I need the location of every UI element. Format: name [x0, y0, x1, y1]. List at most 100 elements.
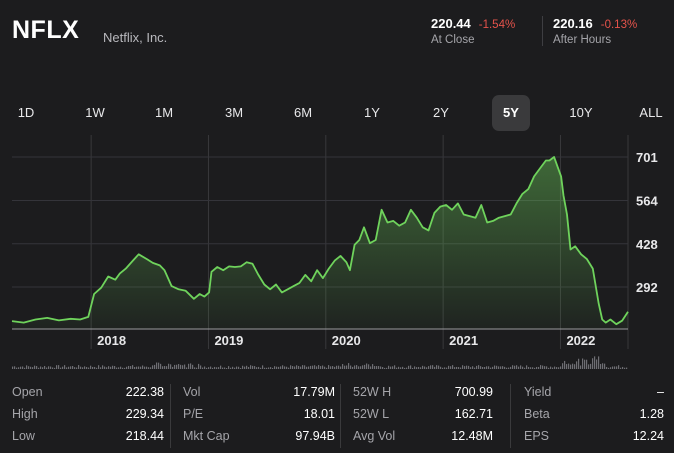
stat-beta: Beta 1.28: [524, 407, 664, 429]
volume-bar: [346, 365, 348, 369]
volume-bar: [612, 366, 614, 369]
volume-bar: [576, 361, 578, 369]
stat-label: Mkt Cap: [183, 429, 230, 443]
volume-bar: [144, 366, 146, 369]
volume-bar: [352, 366, 354, 369]
volume-bar: [546, 366, 548, 369]
volume-bar: [362, 365, 364, 369]
volume-bar: [296, 365, 298, 369]
price-area: [12, 157, 628, 329]
volume-bar: [462, 365, 464, 369]
volume-bar: [160, 363, 162, 369]
volume-bar: [412, 367, 414, 369]
stat-value: 1.28: [639, 407, 664, 421]
volume-bar: [508, 367, 510, 369]
after-hours-price: 220.16: [553, 16, 593, 31]
range-tab-1m[interactable]: 1M: [154, 105, 174, 120]
volume-bar: [374, 366, 376, 369]
volume-bar: [20, 366, 22, 369]
volume-bar: [500, 366, 502, 369]
volume-bar: [198, 363, 200, 369]
range-tab-3m[interactable]: 3M: [224, 105, 244, 120]
volume-bar: [288, 367, 290, 369]
volume-bar: [368, 364, 370, 369]
volume-bar: [550, 366, 552, 369]
after-hours-quote: 220.16 -0.13% After Hours: [553, 16, 637, 46]
price-chart[interactable]: 2018 2019 2020 2021 2022 701 564 428 292: [0, 135, 674, 375]
range-tab-10y[interactable]: 10Y: [569, 105, 593, 120]
volume-bar: [220, 365, 222, 369]
volume-bar: [476, 365, 478, 369]
range-tab-1w[interactable]: 1W: [85, 105, 105, 120]
volume-bar: [428, 366, 430, 369]
volume-bar: [110, 366, 112, 369]
volume-bar: [40, 366, 42, 369]
volume-bar: [360, 366, 362, 369]
stat-label: EPS: [524, 429, 550, 443]
volume-bar: [464, 366, 466, 369]
volume-bar: [242, 365, 244, 369]
range-tab-2y[interactable]: 2Y: [433, 105, 449, 120]
volume-bar: [98, 365, 100, 369]
volume-bar: [26, 365, 28, 369]
range-tab-all[interactable]: ALL: [639, 105, 663, 120]
volume-bar: [36, 366, 38, 369]
volume-bar: [358, 366, 360, 369]
volume-bar: [272, 367, 274, 369]
close-quote: 220.44 -1.54% At Close: [431, 16, 515, 46]
range-tab-5y[interactable]: 5Y: [492, 95, 530, 131]
volume-bar: [122, 367, 124, 369]
volume-bar: [50, 366, 52, 369]
volume-bar: [416, 367, 418, 369]
volume-bar: [268, 367, 270, 369]
volume-bar: [568, 363, 570, 369]
volume-bar: [66, 367, 68, 369]
volume-bar: [624, 367, 626, 369]
volume-bar: [602, 363, 604, 369]
volume-bar: [116, 367, 118, 369]
volume-bar: [140, 366, 142, 369]
volume-bar: [120, 366, 122, 369]
volume-bar: [580, 365, 582, 369]
stats-panel: Open 222.38 High 229.34 Low 218.44 Vol 17.79…: [0, 377, 674, 453]
volume-bar: [46, 367, 48, 369]
volume-bar: [484, 366, 486, 369]
volume-bar: [252, 365, 254, 369]
volume-bar: [604, 363, 606, 369]
volume-bar: [582, 358, 584, 369]
stat-eps: EPS 12.24: [524, 429, 664, 451]
volume-bar: [458, 367, 460, 369]
volume-bar: [414, 366, 416, 369]
volume-bar: [72, 365, 74, 369]
range-tab-6m[interactable]: 6M: [293, 105, 313, 120]
volume-bar: [166, 366, 168, 369]
stats-divider: [510, 384, 511, 448]
volume-bar: [592, 358, 594, 369]
range-tab-1d[interactable]: 1D: [17, 105, 35, 120]
volume-bar: [548, 367, 550, 369]
volume-bar: [380, 366, 382, 369]
volume-bar: [96, 367, 98, 369]
range-tab-1y[interactable]: 1Y: [364, 105, 380, 120]
volume-bar: [180, 364, 182, 369]
volume-bar: [80, 366, 82, 369]
volume-bar: [202, 367, 204, 369]
volume-bar: [342, 364, 344, 369]
stat-52w-high: 52W H 700.99: [353, 385, 493, 407]
x-tick-label: 2018: [97, 333, 126, 348]
stat-value: 222.38: [125, 385, 164, 399]
stat-pe: P/E 18.01: [183, 407, 335, 429]
volume-bar: [44, 365, 46, 369]
volume-bar: [590, 363, 592, 369]
x-tick-label: 2021: [449, 333, 478, 348]
volume-bar: [216, 367, 218, 369]
volume-bar: [372, 364, 374, 369]
volume-bar: [468, 365, 470, 369]
volume-bar: [444, 367, 446, 369]
x-tick-label: 2019: [214, 333, 243, 348]
volume-bar: [298, 365, 300, 369]
volume-bar: [88, 367, 90, 369]
volume-bar: [16, 367, 18, 369]
volume-bar: [86, 367, 88, 369]
volume-bar: [126, 366, 128, 369]
